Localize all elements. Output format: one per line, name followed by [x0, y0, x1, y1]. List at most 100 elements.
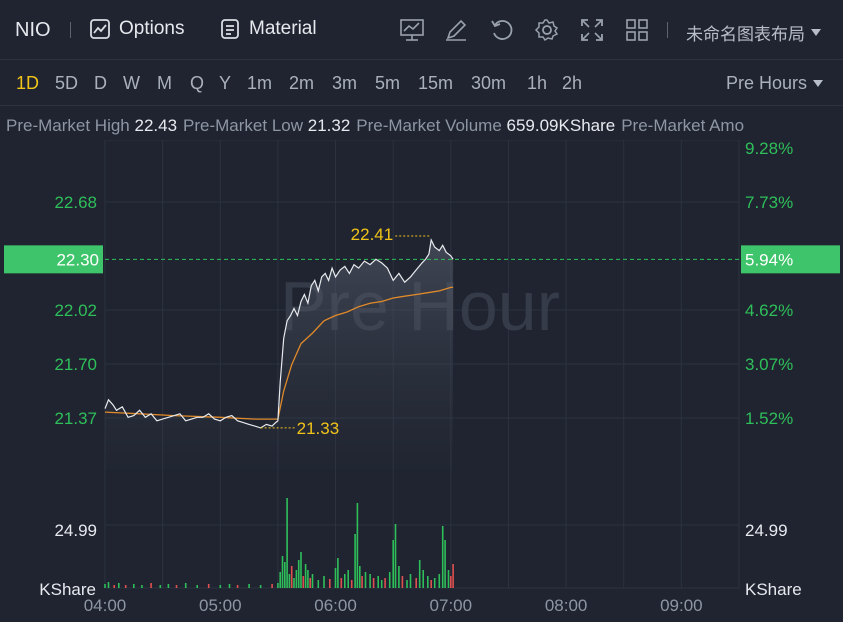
period-tab-2h[interactable]: 2h	[562, 73, 583, 93]
divider	[667, 22, 668, 38]
volume-bar	[150, 583, 152, 588]
period-tab-w[interactable]: W	[123, 73, 140, 93]
average-price-line	[104, 286, 454, 420]
price-line	[104, 238, 454, 429]
volume-bar	[377, 576, 379, 588]
current-price-tag	[4, 245, 103, 274]
ticker-symbol[interactable]: NIO	[15, 19, 51, 41]
period-tab-3m[interactable]: 3m	[332, 73, 358, 93]
period-tab-1d[interactable]: 1D	[16, 73, 40, 93]
layout-grid-icon[interactable]	[624, 17, 650, 43]
period-tab-d[interactable]: D	[94, 73, 107, 93]
current-percent-label: 5.94%	[745, 250, 793, 269]
time-axis-label: 06:00	[314, 596, 357, 615]
divider	[70, 22, 71, 38]
period-tab-30m[interactable]: 30m	[471, 73, 507, 93]
period-tab-1h[interactable]: 1h	[527, 73, 548, 93]
volume-bar	[394, 524, 397, 588]
volume-bar	[259, 585, 262, 588]
volume-bar	[418, 560, 421, 588]
layout-select[interactable]: 未命名图表布局	[686, 20, 821, 45]
period-tab-5m[interactable]: 5m	[375, 73, 401, 93]
volume-bar	[380, 580, 383, 588]
volume-bar	[350, 580, 353, 588]
session-select[interactable]: Pre Hours	[726, 73, 824, 94]
options-button[interactable]: Options	[89, 18, 184, 40]
volume-bar	[219, 585, 222, 588]
settings-gear-icon[interactable]	[534, 17, 560, 43]
indicator-chart-icon[interactable]	[399, 17, 425, 43]
period-tab-y[interactable]: Y	[219, 73, 232, 93]
volume-bar	[271, 584, 273, 588]
material-button[interactable]: Material	[219, 18, 317, 40]
high-low-markers: 22.41 21.33	[260, 225, 432, 438]
volume-bar	[430, 580, 432, 588]
volume-bar	[288, 574, 291, 588]
period-tab-2m[interactable]: 2m	[289, 73, 315, 93]
stat-label: Pre-Market High	[6, 116, 135, 135]
volume-bar	[196, 585, 198, 588]
percent-axis-label: 3.07%	[745, 355, 793, 374]
volume-bar	[344, 574, 346, 588]
volume-bar	[236, 585, 239, 588]
volume-bar	[207, 584, 210, 588]
volume-bar	[406, 580, 408, 588]
volume-unit-label: KShare	[745, 580, 802, 599]
volume-bar	[284, 562, 286, 588]
volume-bar	[347, 570, 349, 588]
percent-axis-label: 4.62%	[745, 301, 793, 320]
volume-bar	[369, 574, 371, 588]
volume-bar	[175, 585, 178, 588]
price-area-fill	[105, 240, 454, 470]
percent-axis-label: 7.73%	[745, 193, 793, 212]
volume-bar	[444, 540, 446, 588]
volume-bar	[286, 498, 288, 588]
time-axis-label: 04:00	[84, 596, 127, 615]
volume-unit-label: KShare	[39, 580, 96, 599]
volume-bar	[334, 568, 337, 588]
period-tab-1m[interactable]: 1m	[247, 73, 273, 93]
volume-bar	[364, 572, 367, 588]
volume-bar	[340, 578, 343, 588]
fullscreen-icon[interactable]	[579, 17, 605, 43]
volume-bar	[293, 578, 295, 588]
volume-bar	[398, 566, 400, 588]
volume-bar	[309, 578, 311, 588]
volume-bar	[107, 582, 110, 588]
volume-bars	[104, 498, 454, 588]
stat-label: Pre-Market Low	[183, 116, 308, 135]
stats-row: Pre-Market High 22.43 Pre-Market Low 21.3…	[6, 116, 750, 136]
volume-bar	[409, 574, 412, 588]
volume-bar	[359, 566, 361, 588]
draw-pencil-icon[interactable]	[443, 17, 469, 43]
volume-bar	[304, 564, 307, 588]
volume-bar	[441, 526, 444, 588]
low-price-marker: 21.33	[297, 419, 340, 438]
period-tab-5d[interactable]: 5D	[55, 73, 79, 93]
chart-axes: 22.68 22.02 21.70 21.37 9.28% 7.73% 4.62% 3.07%…	[4, 140, 840, 615]
period-tab-q[interactable]: Q	[190, 73, 205, 93]
volume-bar	[124, 585, 127, 588]
volume-bar	[422, 570, 424, 588]
percent-axis-label: 1.52%	[745, 409, 793, 428]
volume-axis-label: 24.99	[54, 521, 97, 540]
volume-bar	[281, 556, 284, 588]
period-tab-m[interactable]: M	[157, 73, 172, 93]
chevron-down-icon	[813, 80, 824, 87]
volume-bar	[317, 580, 320, 588]
volume-bar	[167, 584, 170, 588]
volume-bar	[427, 576, 429, 588]
period-tab-15m[interactable]: 15m	[418, 73, 454, 93]
price-axis-label: 22.02	[54, 301, 97, 320]
volume-bar	[113, 585, 115, 588]
document-icon	[221, 19, 239, 39]
price-axis-label: 21.70	[54, 355, 97, 374]
high-price-marker: 22.41	[351, 225, 394, 244]
reset-icon[interactable]	[489, 17, 515, 43]
time-axis-label: 09:00	[660, 596, 703, 615]
volume-bar	[279, 572, 281, 588]
volume-bar	[438, 574, 441, 588]
volume-bar	[372, 578, 375, 588]
volume-bar	[329, 579, 331, 588]
